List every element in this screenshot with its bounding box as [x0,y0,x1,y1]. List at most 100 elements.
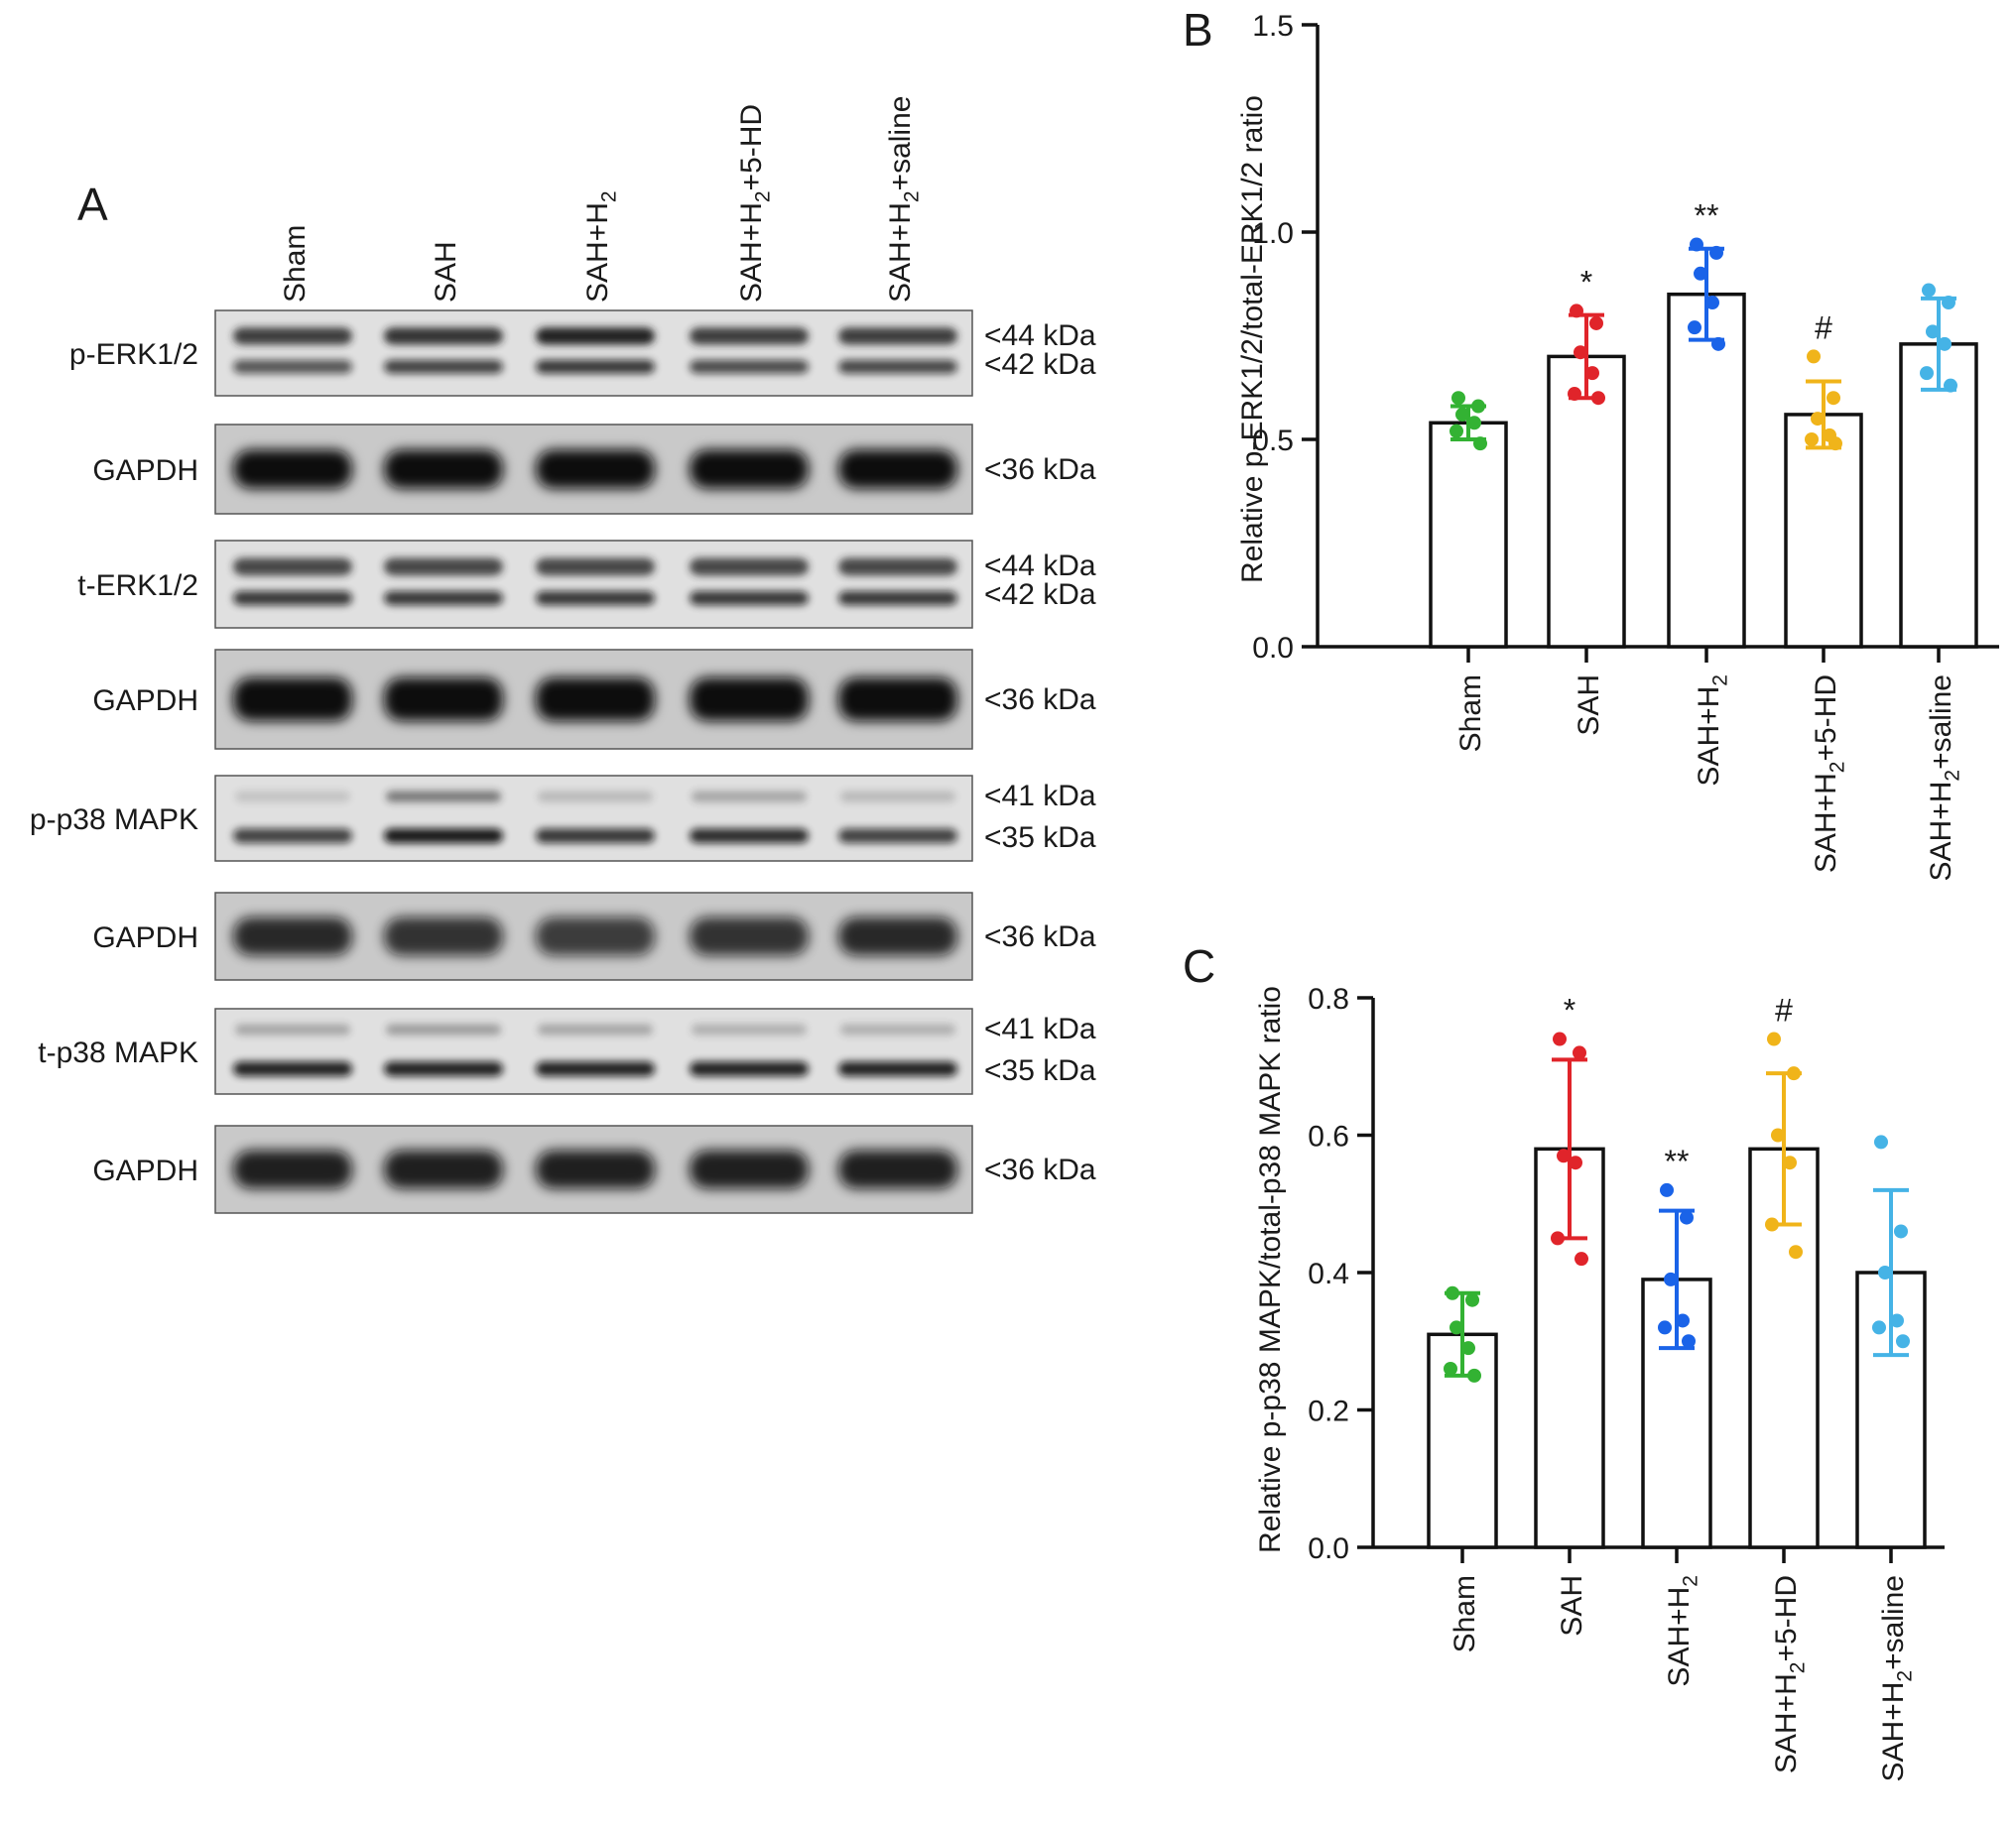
band-lower [838,1061,957,1076]
band-lower [233,591,352,606]
band [233,916,352,956]
band-lower [384,591,503,606]
data-point [1449,1320,1463,1335]
band [384,677,503,721]
band [384,916,503,956]
band [536,449,655,489]
band [838,916,957,956]
data-point [1688,320,1701,335]
band-upper [538,1024,653,1036]
data-point [1446,1285,1459,1300]
data-point [1920,366,1934,381]
x-tick-label: SAH+H2 [1663,1575,1701,1687]
bar [1667,292,1746,649]
data-point [1471,399,1485,414]
band-lower [384,359,503,374]
blot-protein-label: GAPDH [92,921,198,954]
band-upper [384,557,503,576]
band-upper [386,791,501,802]
lane-label-3: SAH+H2+5-HD [735,104,774,303]
chart-c-plot: 0.0 0.2 0.4 0.6 0.8 Sham * SAH ** SAH+H2 # SAH+H2+5… [1308,983,1945,1781]
data-point [1451,391,1465,406]
data-point [1787,1066,1801,1081]
band-upper [536,327,655,345]
y-tick-label: 0.0 [1308,1532,1349,1565]
data-point [1467,416,1481,430]
blot-protein-label: p-p38 MAPK [30,803,198,836]
blot-membrane [214,540,973,629]
band-upper [690,557,809,576]
y-tick-label: 1.5 [1252,10,1294,43]
band-lower [233,1061,352,1076]
x-tick-label: SAH+H2+saline [1925,674,1963,881]
blot-protein-label: t-ERK1/2 [77,569,198,602]
size-marker: <36 kDa [984,683,1096,716]
band-lower [690,828,809,843]
data-point [1676,1313,1690,1328]
size-marker: <44 kDa [984,549,1096,582]
size-marker: <36 kDa [984,453,1096,486]
band-lower [233,359,352,374]
band-lower [536,359,655,374]
band-upper [235,791,350,802]
y-tick-label: 1.0 [1252,217,1294,250]
blot-6: t-p38 MAPK <41 kDa <35 kDa [38,1008,1096,1095]
data-point [1682,1334,1696,1349]
lane-labels: Sham SAH SAH+H2 SAH+H2+5-HD SAH+H2+saline [279,96,923,303]
band-lower [690,1061,809,1076]
band-upper [386,1024,501,1036]
band-upper [233,557,352,576]
data-point [1771,1128,1785,1143]
bar [1899,342,1978,649]
data-point [1894,1224,1908,1239]
band-upper [840,791,955,802]
significance-marker: # [1775,993,1793,1029]
blot-3: GAPDH <36 kDa [92,649,1096,750]
band [233,1150,352,1189]
data-point [1664,1272,1678,1286]
band [690,449,809,489]
data-point [1944,378,1957,393]
size-marker: <35 kDa [984,1054,1096,1087]
band [233,449,352,489]
band-lower [838,359,957,374]
lane-label-4: SAH+H2+saline [884,96,923,303]
blot-1: GAPDH <36 kDa [92,424,1096,515]
data-point [1872,1320,1886,1335]
data-point [1473,436,1487,451]
x-tick-label: SAH [1573,674,1605,736]
data-point [1783,1156,1797,1170]
blot-2: t-ERK1/2 <44 kDa<42 kDa [77,540,1096,629]
data-point [1568,387,1581,402]
band-upper [384,327,503,345]
size-marker: <35 kDa [984,821,1096,854]
band-lower [536,1061,655,1076]
data-point [1938,336,1952,351]
blot-protein-label: p-ERK1/2 [69,338,198,371]
data-point [1557,1149,1571,1163]
data-point [1807,349,1821,364]
band-upper [692,791,807,802]
size-marker: <42 kDa [984,348,1096,381]
band-upper [838,327,957,345]
band [536,677,655,721]
x-tick-label: SAH+H2+saline [1877,1575,1916,1781]
data-point [1690,237,1703,252]
data-point [1658,1320,1672,1335]
band [838,1150,957,1189]
data-point [1896,1334,1910,1349]
size-marker: <44 kDa [984,319,1096,352]
chart-c: C Relative p-p38 MAPK/total-p38 MAPK rat… [1183,940,1945,1781]
band [384,1150,503,1189]
band-upper [690,327,809,345]
blot-protein-label: GAPDH [92,1155,198,1187]
data-point [1449,424,1463,438]
x-tick-label: SAH [1556,1575,1588,1637]
x-tick-label: Sham [1449,1575,1481,1652]
significance-marker: # [1815,309,1832,345]
y-axis-label-c: Relative p-p38 MAPK/total-p38 MAPK ratio [1254,986,1287,1553]
bar [1547,354,1626,649]
blot-4: p-p38 MAPK <41 kDa <35 kDa [30,775,1096,862]
